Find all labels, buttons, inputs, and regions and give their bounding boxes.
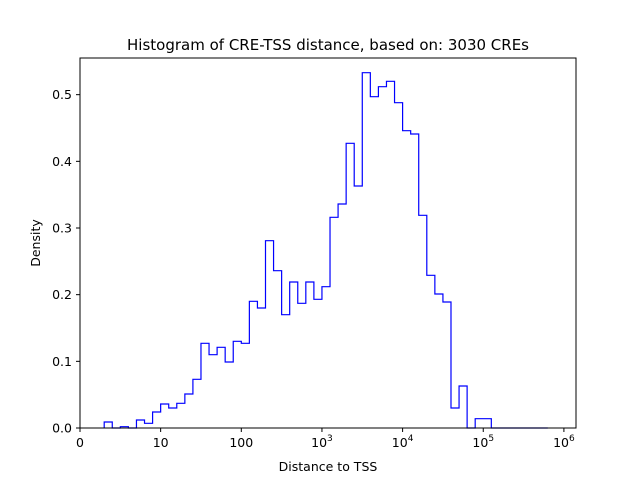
chart-title: Histogram of CRE-TSS distance, based on:…: [127, 36, 529, 54]
plot-frame: [79, 57, 577, 429]
x-tick-label: 0: [76, 435, 84, 450]
y-axis-label: Density: [28, 219, 43, 267]
y-tick-label: 0.3: [52, 221, 72, 236]
y-axis-ticks: 0.0 0.1 0.2 0.3 0.4 0.5: [52, 87, 80, 436]
x-tick-label: 106: [553, 434, 575, 450]
x-tick-label: 104: [392, 434, 414, 450]
x-axis-ticks: 0 10 100 103 104 105 106: [76, 428, 575, 450]
y-tick-label: 0.0: [52, 421, 72, 436]
x-tick-label: 103: [311, 434, 333, 450]
x-tick-label: 10: [153, 435, 169, 450]
histogram-step-line: [103, 72, 548, 429]
y-tick-label: 0.1: [52, 354, 72, 369]
x-axis-label: Distance to TSS: [279, 459, 378, 474]
y-tick-label: 0.4: [52, 154, 72, 169]
x-tick-label: 105: [472, 434, 494, 450]
plot-area: [79, 57, 577, 429]
y-tick-label: 0.5: [52, 87, 72, 102]
x-tick-label: 100: [229, 435, 253, 450]
y-tick-label: 0.2: [52, 287, 72, 302]
